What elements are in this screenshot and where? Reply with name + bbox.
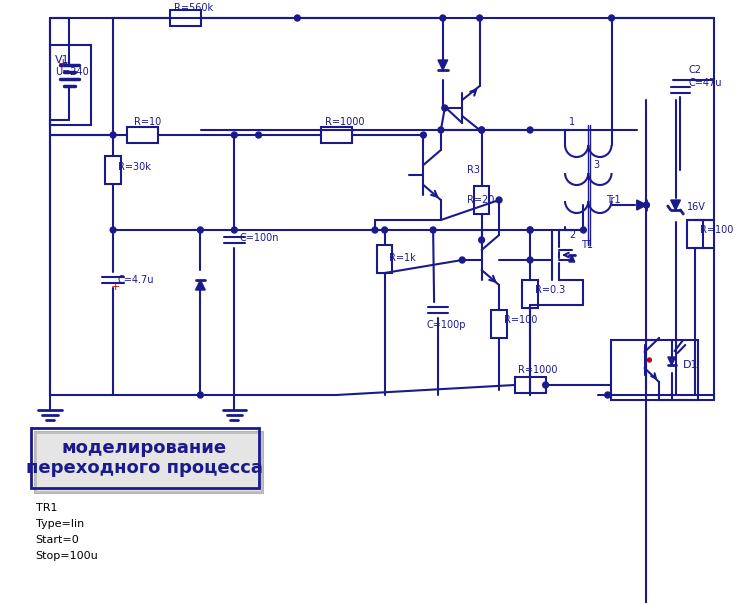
Circle shape [527, 227, 533, 233]
Circle shape [438, 127, 444, 133]
Text: R=100: R=100 [700, 225, 733, 235]
Circle shape [477, 15, 482, 21]
Text: R=10: R=10 [135, 117, 162, 127]
Circle shape [110, 132, 116, 138]
Circle shape [255, 132, 261, 138]
Circle shape [232, 132, 238, 138]
Text: R=0.3: R=0.3 [535, 285, 565, 295]
Circle shape [605, 392, 610, 398]
Bar [30, 428, 258, 488]
Circle shape [232, 227, 238, 233]
Text: C=100p: C=100p [426, 320, 466, 330]
Text: Start=0: Start=0 [36, 535, 79, 545]
Circle shape [430, 227, 436, 233]
Text: T1: T1 [582, 240, 593, 250]
Bar [35, 432, 263, 492]
Circle shape [609, 15, 614, 21]
Bar [610, 340, 698, 400]
Text: TR1: TR1 [36, 503, 57, 513]
Circle shape [479, 127, 485, 133]
Text: R3: R3 [467, 165, 480, 175]
Bar [170, 10, 201, 26]
Circle shape [542, 382, 548, 388]
Text: C=47u: C=47u [688, 78, 722, 88]
Polygon shape [667, 357, 676, 365]
Bar [522, 280, 538, 308]
Text: V1: V1 [55, 55, 70, 65]
Text: R=30k: R=30k [118, 162, 151, 172]
Circle shape [496, 197, 502, 203]
Circle shape [581, 227, 586, 233]
Circle shape [460, 257, 465, 263]
Circle shape [440, 15, 445, 21]
Text: C2: C2 [688, 65, 702, 75]
Text: C=100n: C=100n [239, 233, 279, 243]
Circle shape [644, 202, 650, 208]
Text: Tr1: Tr1 [606, 195, 620, 205]
Bar [377, 245, 392, 273]
Bar [474, 186, 489, 214]
Text: R=20: R=20 [467, 195, 494, 205]
Text: Type=lin: Type=lin [36, 519, 84, 529]
Circle shape [648, 358, 651, 362]
Polygon shape [569, 255, 575, 262]
Circle shape [479, 237, 485, 243]
Text: U=240: U=240 [55, 67, 89, 77]
Text: 1: 1 [569, 117, 575, 127]
Text: D1: D1 [683, 360, 699, 370]
Text: 2: 2 [569, 230, 575, 240]
Circle shape [527, 227, 533, 233]
Text: +: + [111, 282, 121, 292]
Text: R=1000: R=1000 [519, 365, 558, 375]
Bar [50, 45, 91, 125]
Polygon shape [670, 200, 680, 210]
Polygon shape [195, 280, 205, 290]
Circle shape [479, 127, 485, 133]
Text: моделирование
переходного процесса: моделирование переходного процесса [26, 438, 263, 478]
Text: C=4.7u: C=4.7u [118, 275, 155, 285]
Circle shape [198, 392, 204, 398]
Polygon shape [438, 60, 448, 70]
Polygon shape [637, 200, 647, 210]
Circle shape [198, 227, 204, 233]
Bar [514, 377, 545, 393]
Text: +: + [58, 57, 69, 70]
Text: R=1k: R=1k [389, 253, 416, 263]
Bar [127, 127, 158, 143]
Circle shape [382, 227, 388, 233]
Circle shape [527, 257, 533, 263]
Circle shape [110, 227, 116, 233]
Bar [320, 127, 352, 143]
Text: R=1000: R=1000 [325, 117, 364, 127]
Text: R=560k: R=560k [174, 3, 213, 13]
Text: R=100: R=100 [504, 315, 537, 325]
Bar [491, 310, 507, 338]
Circle shape [295, 15, 300, 21]
Text: Stop=100u: Stop=100u [36, 551, 98, 561]
Bar [687, 220, 703, 248]
Circle shape [442, 105, 448, 111]
Text: 3: 3 [593, 160, 599, 170]
Circle shape [372, 227, 378, 233]
Text: 16V: 16V [687, 202, 706, 212]
Circle shape [420, 132, 426, 138]
Bar [105, 156, 121, 184]
Circle shape [527, 127, 533, 133]
